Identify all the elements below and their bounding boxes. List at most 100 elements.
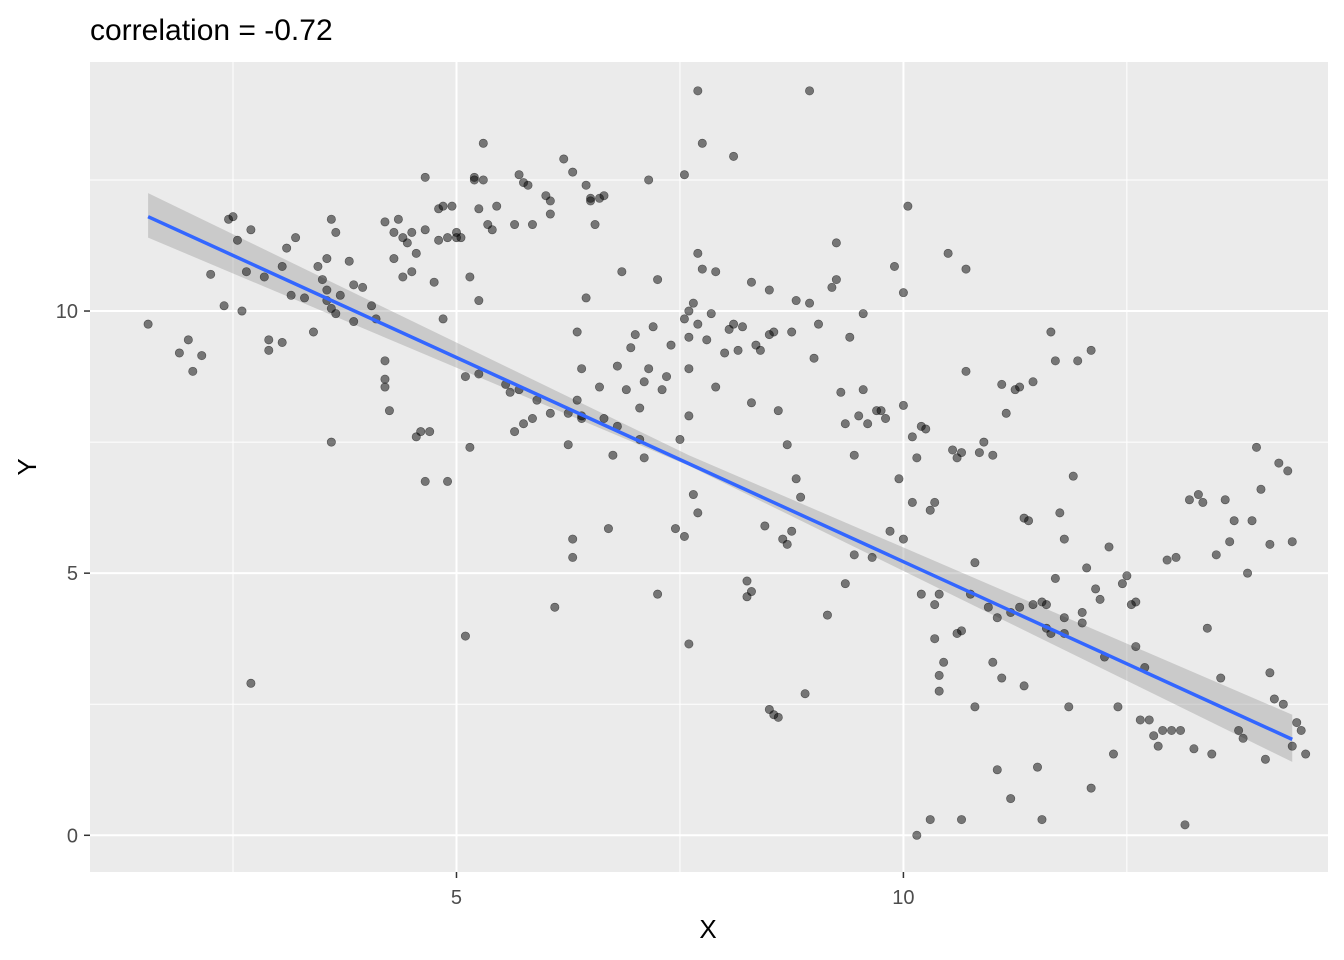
data-point [326,437,336,447]
data-point [898,288,908,298]
data-point [264,335,274,345]
data-point [599,414,609,424]
data-point [934,589,944,599]
data-point [1296,725,1306,735]
data-point [219,301,229,311]
data-point [514,170,524,180]
data-point [1287,537,1297,547]
data-point [657,385,667,395]
data-point [684,639,694,649]
data-point [420,476,430,486]
data-point [894,474,904,484]
data-point [1198,497,1208,507]
data-point [912,830,922,840]
data-point [1068,471,1078,481]
data-point [577,364,587,374]
data-point [1086,783,1096,793]
data-point [1131,597,1141,607]
data-point [925,815,935,825]
data-point [773,406,783,416]
y-axis-ticks: 0 5 10 [56,301,90,847]
data-point [957,815,967,825]
data-point [898,400,908,410]
data-point [979,437,989,447]
data-point [1287,741,1297,751]
data-point [590,220,600,230]
data-point [688,298,698,308]
data-point [197,351,207,361]
data-point [559,154,569,164]
data-point [1202,623,1212,633]
data-point [411,248,421,258]
data-point [1059,534,1069,544]
data-point [863,419,873,429]
data-point [335,290,345,300]
data-point [188,366,198,376]
data-point [948,445,958,455]
data-point [389,227,399,237]
data-point [903,201,913,211]
data-point [572,327,582,337]
data-point [264,345,274,355]
data-point [997,379,1007,389]
data-point [331,309,341,319]
data-point [1283,466,1293,476]
data-point [697,264,707,274]
data-point [849,450,859,460]
data-point [460,372,470,382]
data-point [407,227,417,237]
data-point [1135,715,1145,725]
data-point [1122,571,1132,581]
data-point [916,589,926,599]
data-point [827,282,837,292]
data-point [1073,356,1083,366]
data-point [1041,600,1051,610]
data-point [367,301,377,311]
data-point [876,406,886,416]
data-point [143,319,153,329]
data-point [1028,600,1038,610]
data-point [930,634,940,644]
data-point [322,285,332,295]
data-point [568,534,578,544]
data-point [407,267,417,277]
data-point [1082,563,1092,573]
data-point [425,427,435,437]
data-point [644,175,654,185]
data-point [684,332,694,342]
x-tick-label: 5 [451,887,462,909]
data-point [791,474,801,484]
data-point [1037,815,1047,825]
data-point [1243,568,1253,578]
data-point [1265,539,1275,549]
data-point [402,238,412,248]
data-point [317,275,327,285]
data-point [420,172,430,182]
data-point [1015,602,1025,612]
data-point [858,309,868,319]
data-point [1162,555,1172,565]
data-point [259,272,269,282]
data-point [639,453,649,463]
y-tick-label: 0 [67,825,78,847]
data-point [742,576,752,586]
data-point [313,261,323,271]
data-point [1158,725,1168,735]
data-point [684,306,694,316]
data-point [1292,718,1302,728]
data-point [572,395,582,405]
data-point [840,579,850,589]
data-point [644,364,654,374]
data-point [1234,725,1244,735]
data-point [206,269,216,279]
data-point [1167,725,1177,735]
y-tick-label: 10 [56,301,78,323]
data-point [358,282,368,292]
data-point [729,151,739,161]
data-point [617,267,627,277]
data-point [706,309,716,319]
data-point [711,382,721,392]
data-point [974,448,984,458]
data-point [349,280,359,290]
data-point [1193,490,1203,500]
